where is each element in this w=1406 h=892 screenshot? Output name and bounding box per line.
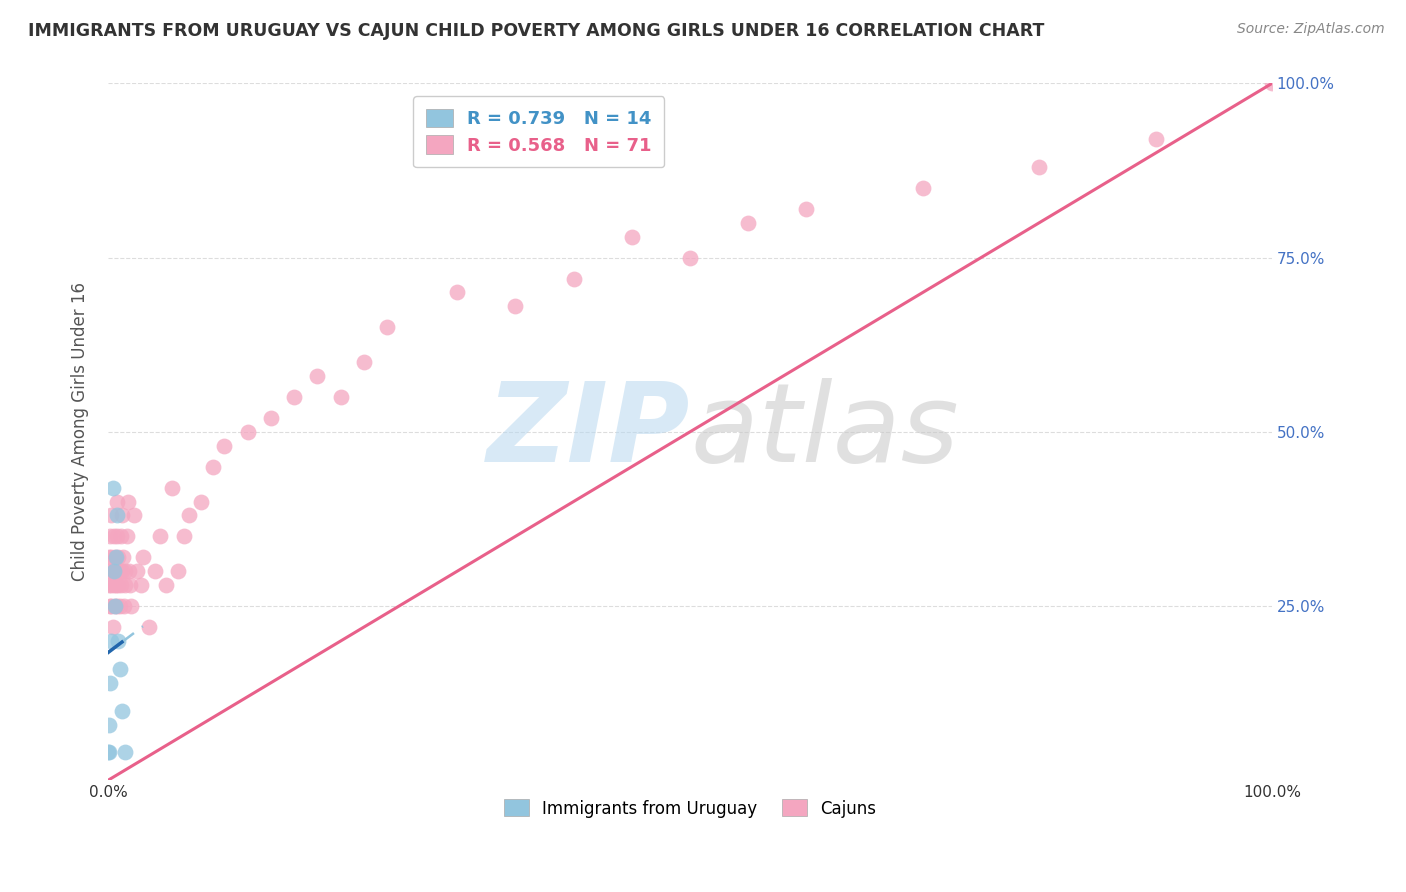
Point [562,271,585,285]
Point [105,564,128,578]
Point [214,439,236,453]
Point [98,717,121,731]
Point [620,229,643,244]
Point [101,564,124,578]
Point [160,481,183,495]
Text: atlas: atlas [690,378,959,485]
Point [143,564,166,578]
Point [112,599,135,613]
Point [101,620,124,634]
Legend: Immigrants from Uruguay, Cajuns: Immigrants from Uruguay, Cajuns [496,793,883,824]
Point [1261,77,1284,91]
Point [307,369,329,384]
Point [446,285,468,300]
Point [112,550,135,565]
Point [105,550,128,565]
Point [114,578,136,592]
Point [98,599,121,613]
Point [110,578,132,592]
Point [329,390,352,404]
Point [105,599,128,613]
Point [104,550,127,565]
Point [105,508,128,523]
Point [149,529,172,543]
Point [98,550,121,565]
Point [107,634,129,648]
Point [155,578,177,592]
Point [132,550,155,565]
Point [794,202,817,216]
Point [100,508,122,523]
Point [173,529,195,543]
Point [111,508,134,523]
Point [100,578,122,592]
Text: Source: ZipAtlas.com: Source: ZipAtlas.com [1237,22,1385,37]
Point [107,578,129,592]
Point [98,564,121,578]
Point [115,529,138,543]
Point [107,550,129,565]
Point [190,494,212,508]
Point [138,620,160,634]
Point [236,425,259,439]
Point [97,746,120,760]
Point [122,508,145,523]
Point [98,746,121,760]
Point [114,746,136,760]
Point [110,529,132,543]
Point [1144,132,1167,146]
Point [375,320,398,334]
Point [105,578,128,592]
Text: IMMIGRANTS FROM URUGUAY VS CAJUN CHILD POVERTY AMONG GIRLS UNDER 16 CORRELATION : IMMIGRANTS FROM URUGUAY VS CAJUN CHILD P… [28,22,1045,40]
Point [105,494,128,508]
Point [911,181,934,195]
Point [118,564,141,578]
Point [129,578,152,592]
Point [100,634,122,648]
Point [98,675,121,690]
Point [679,251,702,265]
Point [104,599,127,613]
Point [103,529,125,543]
Point [103,564,125,578]
Y-axis label: Child Poverty Among Girls Under 16: Child Poverty Among Girls Under 16 [72,283,89,582]
Point [103,578,125,592]
Point [127,564,149,578]
Point [166,564,188,578]
Point [179,508,201,523]
Point [100,599,122,613]
Text: ZIP: ZIP [486,378,690,485]
Point [105,529,128,543]
Point [283,390,305,404]
Point [103,564,125,578]
Point [98,529,121,543]
Point [120,578,142,592]
Point [101,481,124,495]
Point [260,411,283,425]
Point [1028,160,1050,174]
Point [353,355,375,369]
Point [120,599,142,613]
Point [111,704,134,718]
Point [117,494,139,508]
Point [108,662,131,676]
Point [505,300,527,314]
Point [108,599,131,613]
Point [108,564,131,578]
Point [737,216,759,230]
Point [111,564,134,578]
Point [114,564,136,578]
Point [100,550,122,565]
Point [201,459,224,474]
Point [98,578,121,592]
Point [104,599,127,613]
